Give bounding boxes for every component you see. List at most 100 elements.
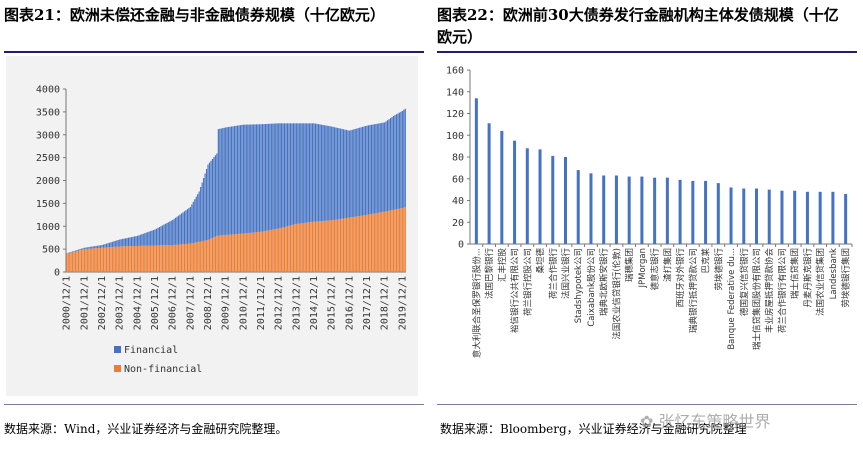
- left-bar-financial: [145, 232, 147, 246]
- left-bar-non-financial: [69, 252, 71, 272]
- left-bar-non-financial: [294, 224, 296, 272]
- left-bar-financial: [245, 124, 247, 234]
- left-bar-non-financial: [298, 223, 300, 272]
- left-bar-financial: [292, 123, 294, 225]
- right-bar: [844, 193, 848, 244]
- left-y-tick-label: 2500: [36, 153, 60, 164]
- left-bar-financial: [192, 201, 194, 244]
- left-x-tick-label: 2013/12/1: [291, 276, 302, 330]
- left-bar-financial: [210, 160, 212, 239]
- left-bar-non-financial: [150, 245, 152, 272]
- left-bar-financial: [144, 233, 146, 246]
- left-bar-non-financial: [107, 247, 109, 272]
- left-bar-financial: [69, 252, 71, 253]
- right-category-label: 丹麦丹斯克银行: [802, 248, 813, 308]
- left-bar-non-financial: [219, 235, 221, 272]
- left-bar-financial: [258, 124, 261, 232]
- right-category-label: 德国复兴信贷银行: [739, 248, 750, 317]
- left-bar-non-financial: [391, 210, 393, 272]
- left-bar-financial: [104, 244, 106, 248]
- left-chart-source: 数据来源：Wind，兴业证券经济与金融研究院整理。: [4, 422, 288, 436]
- left-bar-non-financial: [163, 245, 165, 272]
- left-bar-non-financial: [114, 246, 116, 272]
- right-chart-title: 图表22：欧洲前30大债券发行金融机构主体发债规模（十亿欧元）: [437, 6, 839, 46]
- left-bar-non-financial: [88, 248, 90, 272]
- left-bar-non-financial: [220, 235, 222, 272]
- left-x-tick-label: 2002/12/1: [97, 276, 108, 330]
- right-bar: [627, 176, 631, 244]
- left-bar-non-financial: [176, 244, 178, 272]
- left-bar-non-financial: [261, 231, 264, 272]
- left-bar-financial: [154, 229, 156, 246]
- left-bar-financial: [232, 126, 234, 235]
- left-bar-financial: [335, 127, 337, 220]
- left-bar-financial: [225, 127, 227, 235]
- left-bar-non-financial: [350, 217, 352, 272]
- left-bar-non-financial: [198, 241, 200, 272]
- left-bar-non-financial: [216, 235, 218, 272]
- left-bar-financial: [389, 118, 392, 211]
- left-bar-financial: [328, 125, 330, 221]
- right-bar: [589, 173, 593, 244]
- left-bar-financial: [95, 245, 97, 249]
- left-bar-non-financial: [382, 211, 384, 272]
- left-bar-financial: [356, 128, 358, 217]
- left-bar-non-financial: [323, 220, 325, 272]
- right-category-label: 汇丰控股: [497, 248, 508, 283]
- left-bar-non-financial: [164, 245, 166, 272]
- left-bar-non-financial: [80, 249, 83, 272]
- right-bar: [487, 123, 491, 244]
- left-bar-non-financial: [357, 216, 359, 272]
- left-bar-non-financial: [207, 239, 209, 272]
- left-bar-financial: [133, 236, 136, 246]
- left-bar-non-financial: [172, 245, 174, 272]
- left-bar-non-financial: [336, 219, 339, 272]
- left-bar-financial: [178, 215, 180, 245]
- left-bar-financial: [351, 129, 353, 218]
- left-bar-financial: [241, 124, 243, 234]
- left-bar-financial: [83, 247, 85, 250]
- left-bar-financial: [239, 125, 242, 234]
- right-category-label: 瑞典北欧斯安银行: [599, 248, 610, 317]
- left-y-tick-label: 4000: [36, 85, 60, 96]
- left-bar-financial: [385, 121, 387, 212]
- left-bar-financial: [191, 204, 193, 244]
- left-bar-financial: [363, 126, 365, 216]
- left-bar-non-financial: [74, 251, 77, 272]
- left-bar-financial: [120, 239, 122, 247]
- left-bar-financial: [303, 123, 305, 224]
- left-bar-financial: [114, 240, 116, 247]
- left-bar-non-financial: [113, 246, 115, 272]
- right-bar: [500, 130, 504, 244]
- left-bar-financial: [250, 124, 252, 233]
- left-bar-non-financial: [273, 229, 275, 272]
- left-bar-non-financial: [89, 248, 91, 272]
- left-bar-financial: [70, 251, 72, 253]
- left-bar-non-financial: [101, 247, 103, 272]
- left-bar-non-financial: [314, 221, 317, 272]
- left-bar-financial: [235, 125, 237, 235]
- left-bar-financial: [107, 243, 109, 248]
- left-bar-financial: [74, 250, 77, 252]
- left-y-tick-label: 500: [42, 245, 60, 256]
- left-bar-financial: [77, 249, 80, 251]
- left-bar-non-financial: [351, 217, 353, 272]
- right-category-label: 劳埃德银行集团: [841, 248, 852, 308]
- left-bar-non-financial: [375, 213, 377, 272]
- left-bar-non-financial: [244, 233, 246, 272]
- left-bar-non-financial: [272, 229, 274, 272]
- left-bar-non-financial: [145, 245, 147, 272]
- left-bar-financial: [155, 228, 158, 246]
- left-bar-non-financial: [397, 208, 399, 272]
- left-bar-financial: [182, 212, 184, 245]
- left-bar-financial: [342, 129, 345, 219]
- left-bar-non-financial: [347, 217, 349, 272]
- left-bar-non-financial: [133, 245, 136, 272]
- left-bar-financial: [167, 222, 169, 246]
- left-bar-non-financial: [254, 232, 256, 272]
- left-bar-financial: [172, 219, 174, 246]
- left-bar-financial: [233, 126, 236, 235]
- left-bar-non-financial: [201, 241, 203, 272]
- left-x-tick-label: 2006/12/1: [168, 276, 179, 330]
- right-category-label: Stadshypotek公司: [574, 248, 584, 323]
